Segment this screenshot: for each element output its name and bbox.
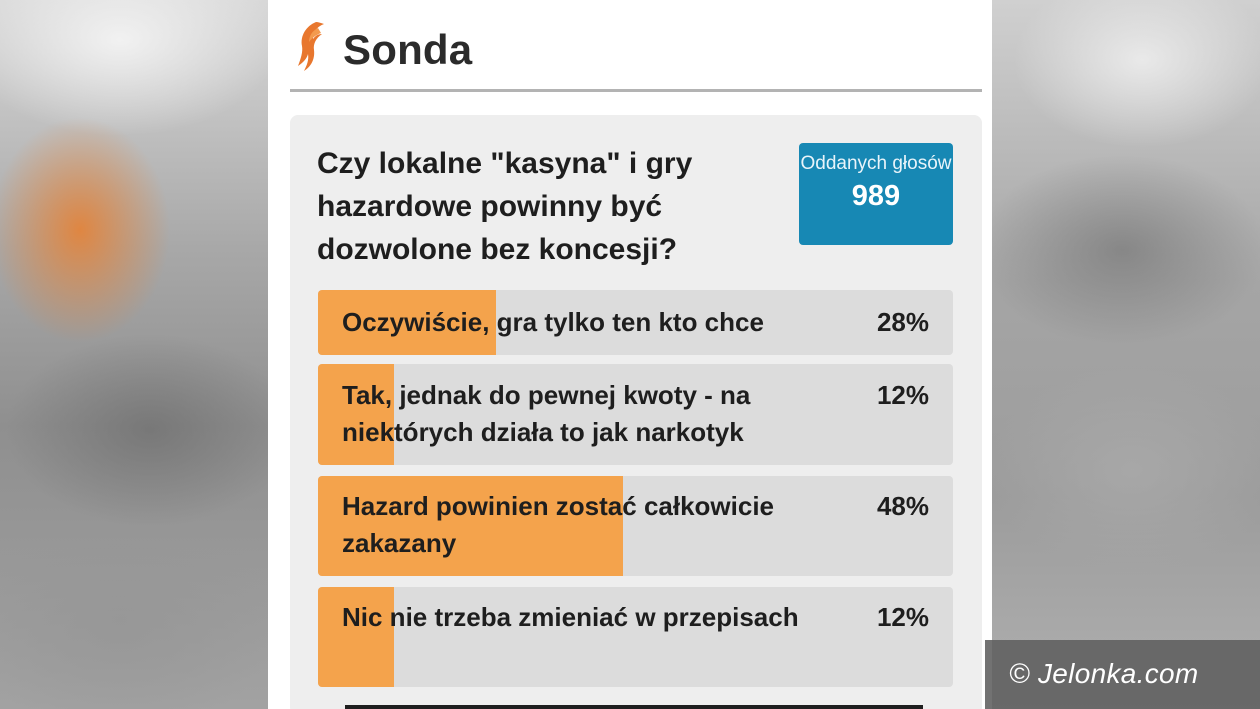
poll-option-label: Hazard powinien zostać całkowicie zakaza… (342, 491, 775, 558)
poll-option[interactable]: Nic nie trzeba zmieniać w przepisach 12% (318, 587, 953, 687)
votes-badge: Oddanych głosów 989 (799, 143, 953, 245)
widget-header: Sonda (290, 12, 982, 92)
poll-option-label: Oczywiście, gra tylko ten kto chce (342, 307, 764, 337)
flame-logo-icon (298, 22, 324, 71)
votes-label: Oddanych głosów (800, 153, 952, 174)
poll-option[interactable]: Oczywiście, gra tylko ten kto chce 28% (318, 290, 953, 355)
bottom-divider (345, 705, 923, 709)
poll-option-bar (318, 476, 623, 576)
poll-option[interactable]: Hazard powinien zostać całkowicie zakaza… (318, 476, 953, 576)
poll-option-bar (318, 364, 395, 465)
poll-option-bar (318, 587, 395, 687)
watermark: © Jelonka.com (985, 640, 1260, 709)
poll-option-label: Tak, jednak do pewnej kwoty - na niektór… (342, 380, 751, 447)
poll-widget: Sonda Czy lokalne "kasyna" i gry hazardo… (268, 0, 992, 709)
poll-option[interactable]: Tak, jednak do pewnej kwoty - na niektór… (318, 364, 953, 465)
poll-card: Czy lokalne "kasyna" i gry hazardowe pow… (290, 115, 982, 709)
poll-option-label: Nic nie trzeba zmieniać w przepisach (342, 602, 799, 632)
poll-option-bar (318, 290, 496, 355)
poll-option-percent: 12% (876, 380, 929, 410)
watermark-text: © Jelonka.com (1009, 658, 1199, 689)
blurred-background-left (0, 0, 268, 709)
votes-count: 989 (851, 180, 901, 212)
poll-option-percent: 28% (876, 307, 929, 337)
blurred-background-right (992, 0, 1260, 709)
poll-option-percent: 48% (876, 491, 929, 521)
page-title: Sonda (343, 26, 473, 73)
poll-question: Czy lokalne "kasyna" i gry hazardowe pow… (317, 147, 693, 266)
poll-option-percent: 12% (876, 602, 929, 632)
